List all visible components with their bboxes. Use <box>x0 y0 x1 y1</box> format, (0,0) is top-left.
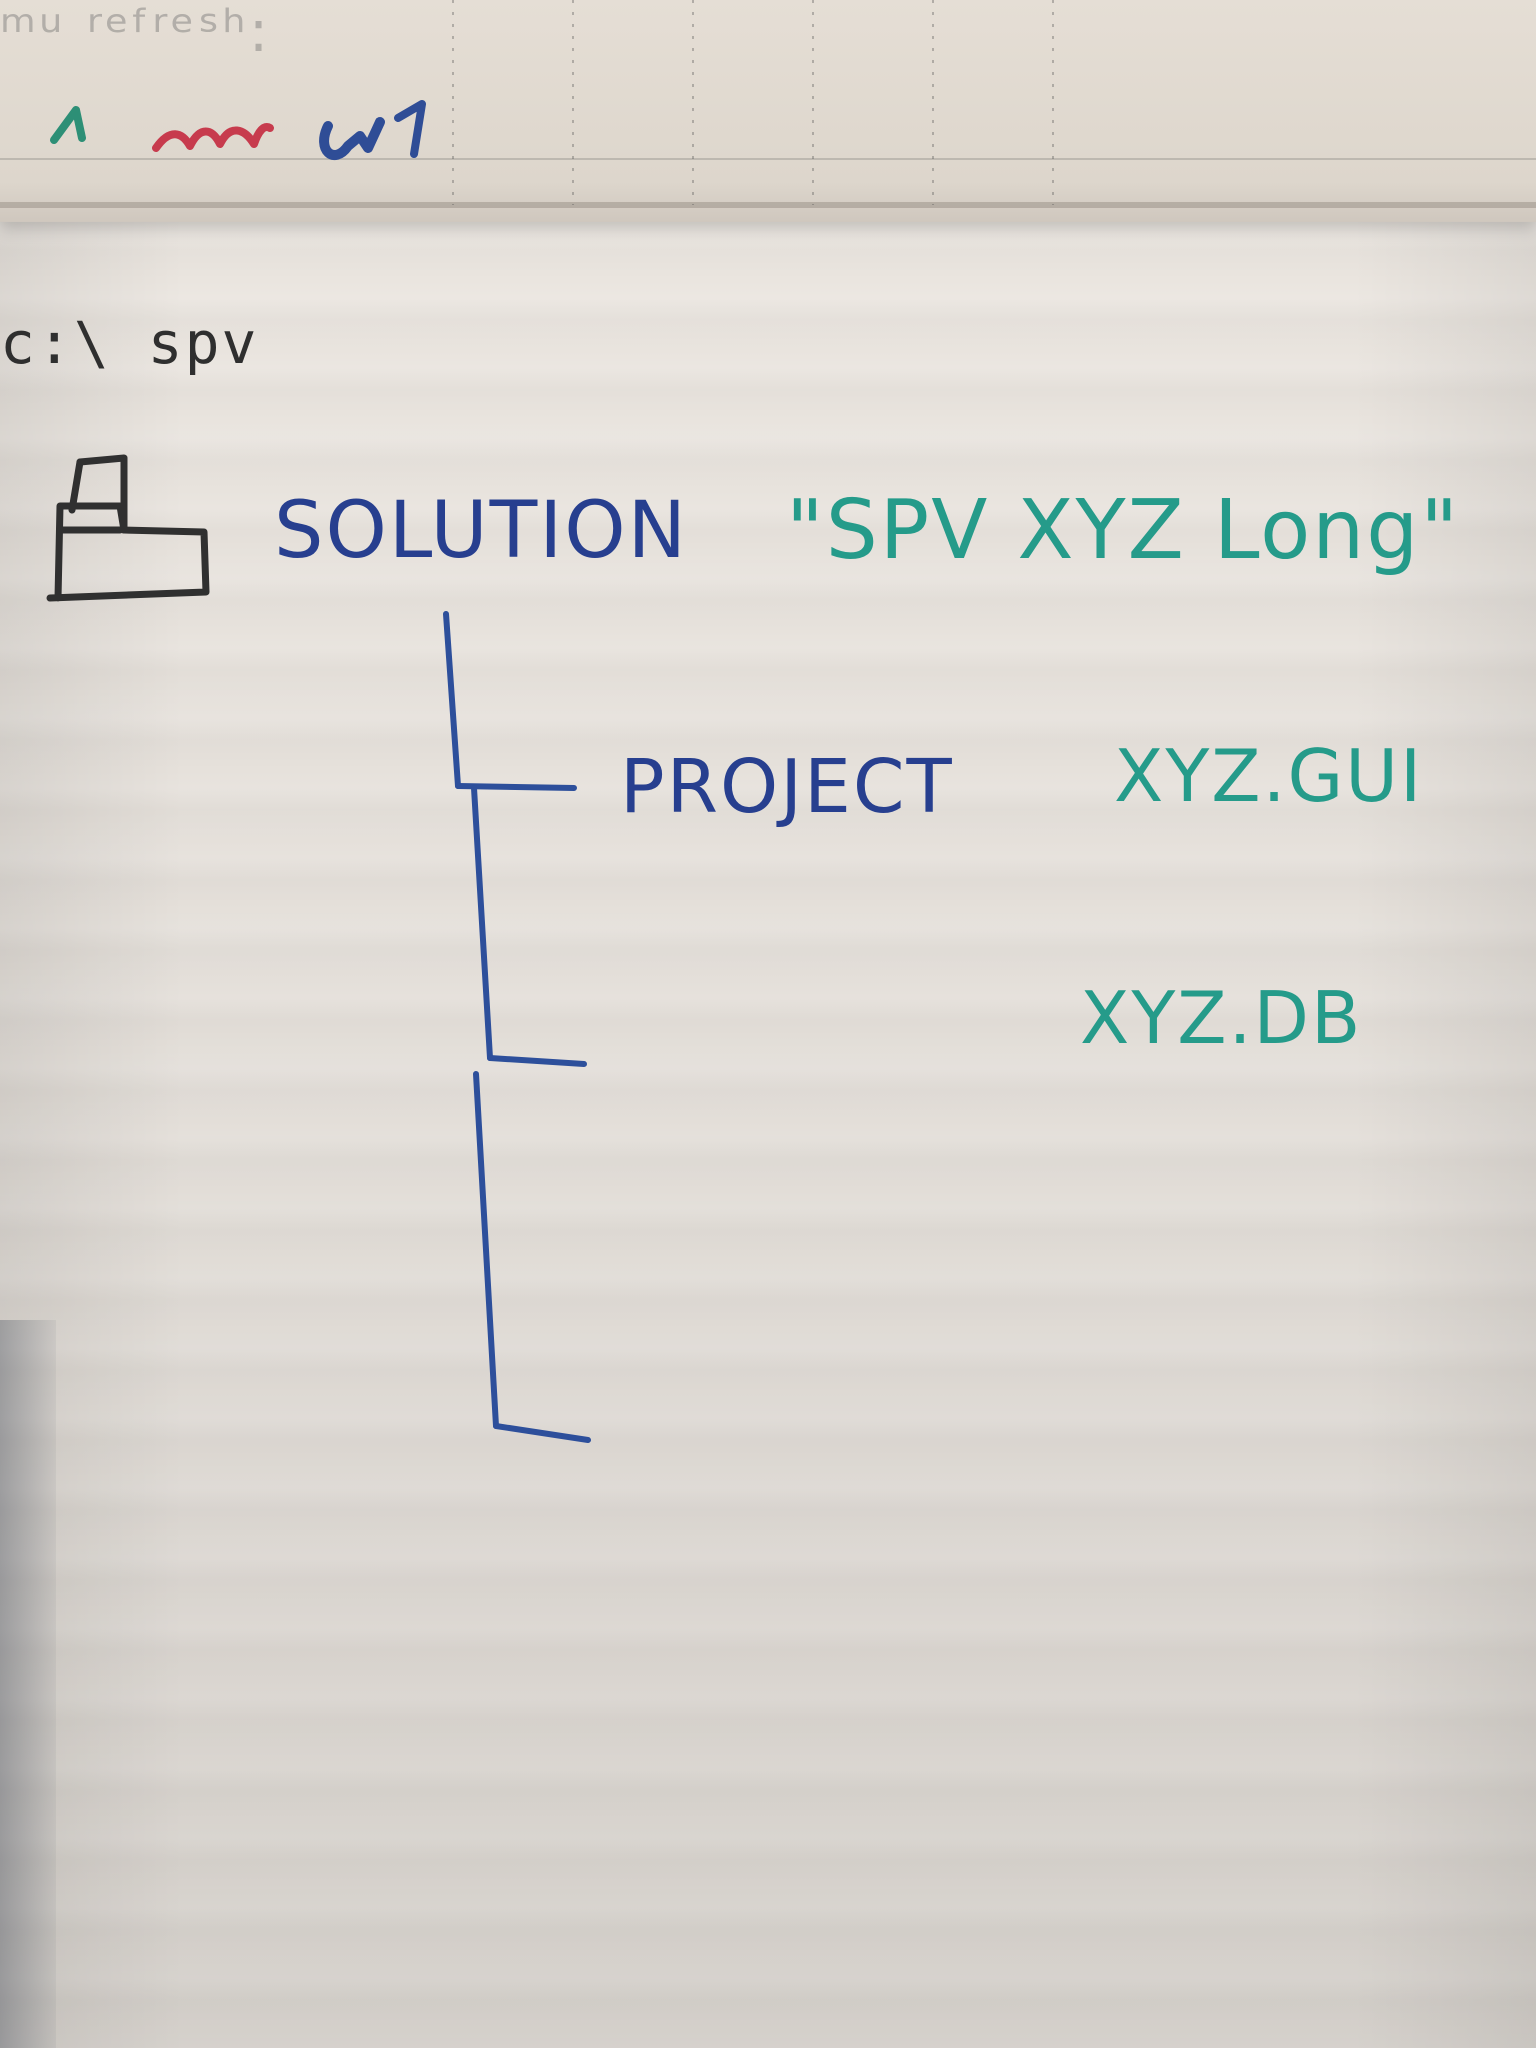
solution-label: SOLUTION <box>274 486 688 576</box>
path-label: c:\ spv <box>0 309 259 377</box>
dot-grid-line <box>932 0 934 205</box>
project-item-db: XYZ.DB <box>1080 976 1363 1060</box>
dot-grid-line <box>572 0 574 205</box>
top-flipchart-sheet: ᵐᵘ ʳᵉᶠʳᵉˢʰ: <box>0 0 1536 222</box>
dot-grid-line <box>452 0 454 205</box>
dot-grid-line <box>1052 0 1054 205</box>
faint-top-scribble: ᵐᵘ ʳᵉᶠʳᵉˢʰ: <box>0 0 272 65</box>
solution-name: "SPV XYZ Long" <box>786 483 1461 578</box>
tree-connector-lines <box>443 611 591 1443</box>
folder-icon <box>46 454 210 602</box>
project-item-gui: XYZ.GUI <box>1114 734 1424 818</box>
project-label: PROJECT <box>620 744 954 830</box>
dot-grid-line <box>692 0 694 205</box>
left-edge-shadow <box>0 1320 56 2048</box>
dot-grid-line <box>812 0 814 205</box>
